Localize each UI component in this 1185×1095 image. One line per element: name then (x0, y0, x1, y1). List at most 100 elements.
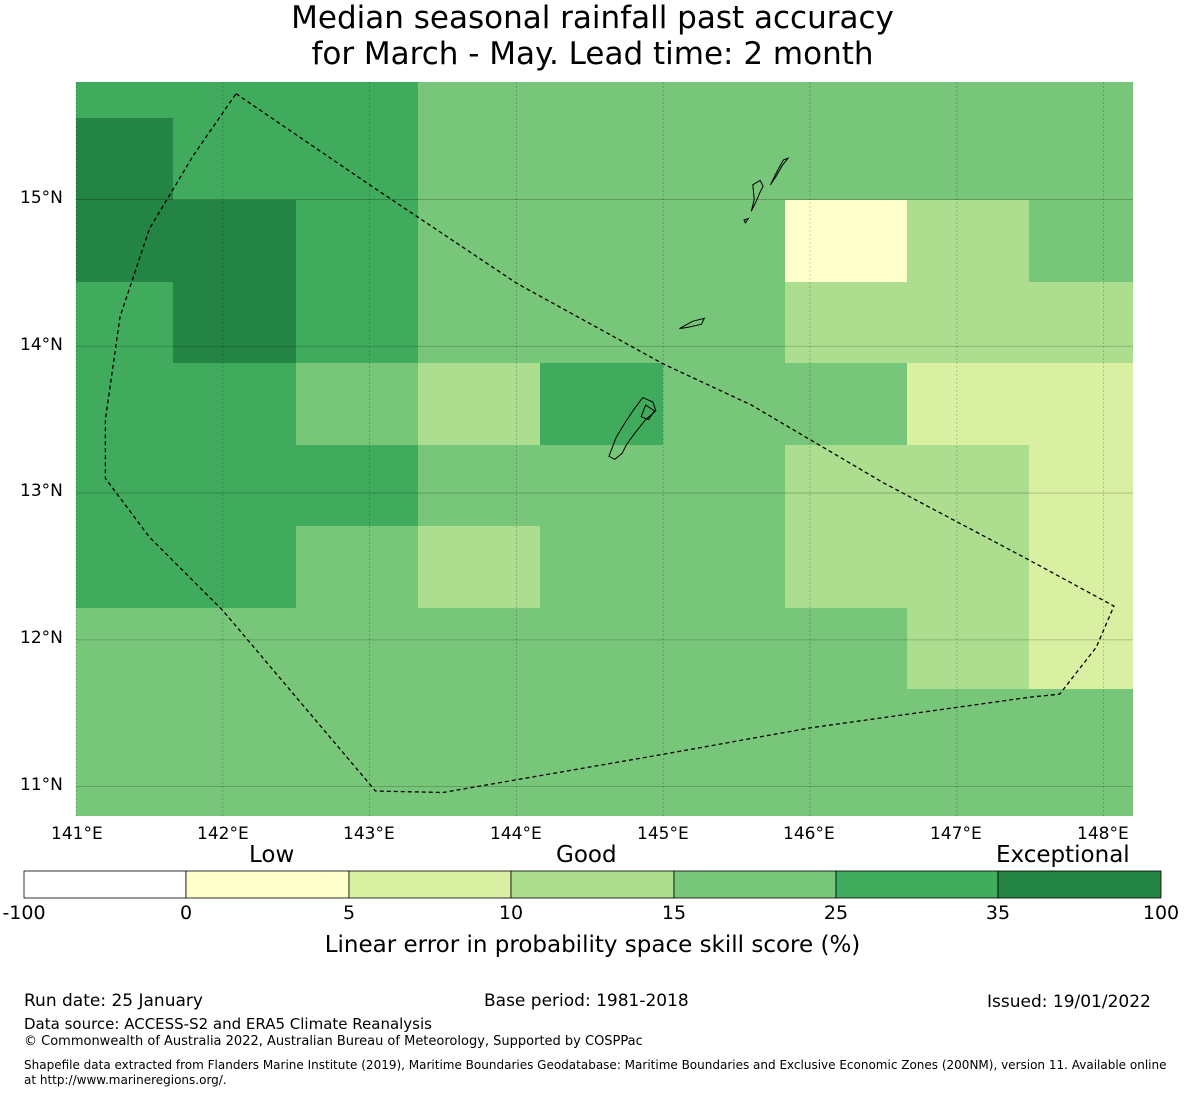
grid-cell (418, 689, 540, 771)
grid-cell (418, 118, 540, 200)
grid-cell (907, 82, 1029, 118)
grid-cell (540, 282, 663, 363)
lon-label-144: 144°E (490, 824, 542, 844)
grid-cell (296, 82, 418, 118)
chart-title-line1: Median seasonal rainfall past accuracy (291, 0, 894, 36)
grid-cell (663, 118, 785, 200)
grid-cell (76, 118, 173, 200)
grid-cell (907, 200, 1029, 282)
grid-cell (173, 689, 296, 771)
colorbar-word-good: Good (556, 842, 617, 868)
grid-cell (296, 526, 418, 608)
grid-cell (1029, 200, 1133, 282)
grid-cell (296, 689, 418, 771)
grid-cell (173, 82, 296, 118)
grid-cell (173, 445, 296, 526)
grid-cell (173, 771, 296, 816)
colorbar-segment (835, 870, 999, 899)
shapefile-credit-line1: Shapefile data extracted from Flanders M… (24, 1058, 1167, 1072)
graticule (75, 82, 1133, 816)
grid-cell (907, 282, 1029, 363)
grid-cell (540, 363, 663, 445)
skill-grid (76, 82, 1133, 816)
island-outline (640, 404, 656, 421)
run-date: Run date: 25 January (24, 991, 203, 1011)
grid-cell (663, 689, 785, 771)
grid-cell (540, 445, 663, 526)
lat-label-13: 13°N (20, 481, 63, 501)
issued-date: Issued: 19/01/2022 (987, 992, 1151, 1012)
copyright: © Commonwealth of Australia 2022, Austra… (24, 1034, 643, 1049)
grid-cell (540, 82, 663, 118)
grid-cell (907, 689, 1029, 771)
chart-title-line2: for March - May. Lead time: 2 month (311, 36, 874, 72)
grid-cell (785, 82, 907, 118)
grid-cell (1029, 771, 1133, 816)
grid-cell (663, 608, 785, 689)
lon-label-142: 142°E (197, 824, 249, 844)
grid-cell (663, 445, 785, 526)
grid-cell (540, 200, 663, 282)
colorbar-tick: 10 (498, 902, 524, 924)
colorbar-word-low: Low (249, 842, 295, 868)
lon-label-146: 146°E (783, 824, 835, 844)
grid-cell (296, 445, 418, 526)
grid-cell (540, 118, 663, 200)
grid-cell (540, 689, 663, 771)
grid-cell (418, 282, 540, 363)
colorbar-tick: 100 (1142, 902, 1180, 924)
lon-label-143: 143°E (343, 824, 395, 844)
colorbar-segment (23, 870, 187, 899)
grid-cell (296, 118, 418, 200)
grid-cell (173, 363, 296, 445)
island-outline (679, 317, 706, 330)
colorbar-tick: 15 (661, 902, 687, 924)
island-outline (743, 217, 750, 224)
grid-cell (785, 363, 907, 445)
grid-cell (1029, 608, 1133, 689)
colorbar-segment (510, 870, 675, 899)
grid-cell (1029, 282, 1133, 363)
island-outline (769, 157, 790, 186)
colorbar-tick: 0 (179, 902, 193, 924)
grid-cell (785, 200, 907, 282)
grid-cell (785, 689, 907, 771)
grid-cell (173, 608, 296, 689)
grid-cell (785, 771, 907, 816)
colorbar-label: Linear error in probability space skill … (324, 932, 861, 958)
grid-cell (296, 363, 418, 445)
grid-cell (663, 526, 785, 608)
grid-cell (1029, 526, 1133, 608)
grid-cell (907, 771, 1029, 816)
colorbar-segment (997, 870, 1162, 899)
grid-cell (418, 363, 540, 445)
island-outline (750, 179, 764, 212)
grid-cell (296, 608, 418, 689)
colorbar-tick: 35 (985, 902, 1011, 924)
grid-cell (76, 282, 173, 363)
grid-cell (418, 82, 540, 118)
grid-cell (1029, 363, 1133, 445)
grid-cell (173, 526, 296, 608)
colorbar-tick: -100 (2, 902, 46, 924)
grid-cell (540, 608, 663, 689)
lon-label-148: 148°E (1077, 824, 1129, 844)
colorbar-segment (673, 870, 837, 899)
eez-boundary (104, 93, 1115, 794)
grid-cell (907, 608, 1029, 689)
grid-cell (907, 526, 1029, 608)
colorbar-word-exceptional: Exceptional (996, 842, 1130, 868)
grid-cell (76, 526, 173, 608)
colorbar-tick: 5 (342, 902, 356, 924)
grid-cell (663, 200, 785, 282)
grid-cell (76, 608, 173, 689)
grid-cell (173, 282, 296, 363)
grid-cell (76, 689, 173, 771)
grid-cell (76, 771, 173, 816)
grid-cell (418, 200, 540, 282)
grid-cell (907, 363, 1029, 445)
lat-label-14: 14°N (20, 335, 63, 355)
lat-label-11: 11°N (20, 775, 63, 795)
grid-cell (296, 282, 418, 363)
